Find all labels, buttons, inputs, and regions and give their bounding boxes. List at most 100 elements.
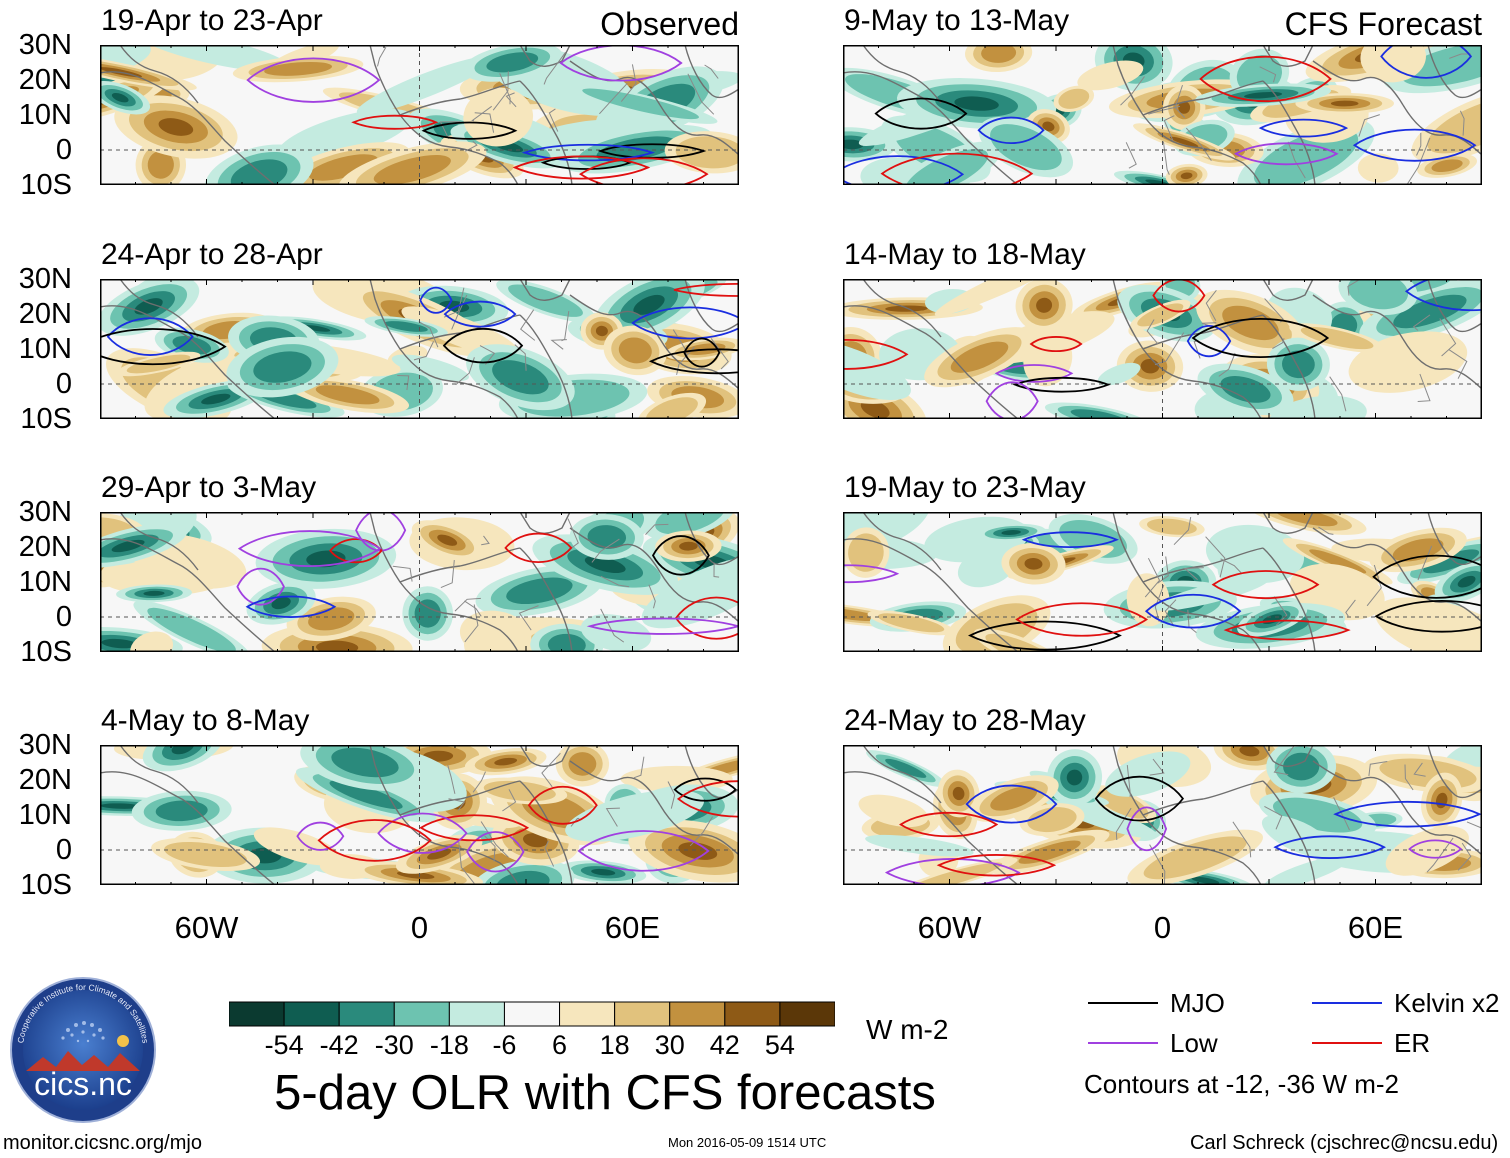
contour-line xyxy=(673,777,737,802)
contour-line xyxy=(521,143,655,162)
contour-line xyxy=(237,530,382,567)
country-border xyxy=(1345,599,1356,617)
country-border xyxy=(440,560,455,589)
country-border xyxy=(541,752,561,788)
colorbar-label-1: -42 xyxy=(319,1030,359,1060)
anomaly-patch xyxy=(329,780,403,810)
anomaly-patch xyxy=(1309,549,1367,574)
colorbar xyxy=(229,1001,835,1027)
anomaly-patch xyxy=(679,541,698,551)
coastline xyxy=(843,538,1019,652)
anomaly-patch xyxy=(308,154,378,181)
anomaly-patch xyxy=(143,590,165,596)
country-border xyxy=(633,756,645,779)
country-border xyxy=(514,344,527,371)
contour-line xyxy=(377,812,468,854)
anomaly-patch xyxy=(401,306,520,358)
country-border xyxy=(713,562,720,578)
contour-line xyxy=(676,780,739,818)
legend-line-0 xyxy=(1088,1002,1158,1004)
lon-tick-0-2: 60E xyxy=(604,910,661,945)
anomaly-patch xyxy=(1126,573,1170,627)
contour-line xyxy=(1152,279,1206,313)
colorbar-swatch xyxy=(338,1001,395,1027)
country-border xyxy=(1205,536,1226,578)
coastline xyxy=(1262,780,1316,885)
contour-line xyxy=(1029,336,1083,353)
country-border xyxy=(1174,84,1186,119)
country-border xyxy=(1146,319,1159,345)
anomaly-patch xyxy=(843,339,911,401)
footer-site: monitor.cicsnc.org/mjo xyxy=(3,1132,202,1154)
country-border xyxy=(1144,557,1161,598)
country-border xyxy=(1149,758,1165,776)
country-border xyxy=(1220,558,1243,575)
anomaly-patch xyxy=(950,341,1009,373)
coastline xyxy=(1262,279,1314,301)
country-border xyxy=(505,92,517,108)
country-border xyxy=(1347,279,1359,296)
country-border xyxy=(1412,314,1431,331)
lon-tick-1-0: 60W xyxy=(917,910,982,945)
coastline xyxy=(119,279,199,338)
anomaly-patch xyxy=(463,87,534,147)
contour-line xyxy=(674,596,739,640)
country-border xyxy=(1358,114,1380,137)
coastline xyxy=(843,71,1019,185)
contour-line xyxy=(1211,570,1320,599)
contour-line xyxy=(1258,118,1349,138)
anomaly-patch xyxy=(137,45,291,72)
country-border xyxy=(448,798,466,811)
lon-tick-1-2: 60E xyxy=(1347,910,1404,945)
anomaly-patch xyxy=(373,154,451,185)
anomaly-patch xyxy=(494,757,518,766)
coastline xyxy=(1142,80,1264,116)
country-border xyxy=(481,535,490,546)
coastline xyxy=(100,305,276,419)
anomaly-patch xyxy=(253,827,341,866)
coastline xyxy=(569,294,661,340)
country-border xyxy=(1157,556,1169,584)
map-svg-p6 xyxy=(843,279,1482,419)
coastline xyxy=(1402,338,1482,390)
anomaly-patch xyxy=(277,108,413,163)
anomaly-patch xyxy=(1097,789,1149,819)
anomaly-patch xyxy=(641,556,739,629)
anomaly-patch xyxy=(1169,136,1199,148)
country-border xyxy=(1329,376,1347,412)
country-border xyxy=(479,345,496,365)
country-border xyxy=(1407,137,1431,184)
contour-line xyxy=(236,567,285,606)
coastline xyxy=(1402,571,1482,623)
colorbar-swatch xyxy=(724,1001,781,1027)
map-panel-p5 xyxy=(843,45,1482,185)
country-border xyxy=(454,597,481,612)
country-border xyxy=(418,321,439,348)
country-border xyxy=(1115,807,1132,841)
country-border xyxy=(599,82,628,115)
colorbar-units: W m-2 xyxy=(866,1014,949,1045)
country-border xyxy=(1273,596,1288,626)
map-panel-p2 xyxy=(100,279,739,419)
country-border xyxy=(464,600,482,617)
country-border xyxy=(1205,289,1217,322)
country-border xyxy=(1318,526,1334,535)
anomaly-patch xyxy=(1097,362,1141,386)
legend-line-1 xyxy=(1312,1002,1382,1004)
anomaly-patch xyxy=(1036,297,1053,313)
country-border xyxy=(1287,141,1306,179)
contour-line xyxy=(1223,619,1351,641)
anomaly-patch xyxy=(1180,172,1193,180)
country-border xyxy=(1448,349,1468,379)
anomaly-patch xyxy=(101,638,138,649)
contour-line xyxy=(1372,554,1482,599)
anomaly-patch xyxy=(1143,836,1247,880)
anomaly-patch xyxy=(877,613,945,633)
contour-line xyxy=(527,785,598,825)
country-border xyxy=(570,817,580,827)
map-svg-p5 xyxy=(843,45,1482,185)
legend-line-3 xyxy=(1312,1042,1382,1044)
contour-line xyxy=(965,784,1058,824)
lat-tick-0-4: 10S xyxy=(20,169,72,201)
country-border xyxy=(1126,765,1131,797)
